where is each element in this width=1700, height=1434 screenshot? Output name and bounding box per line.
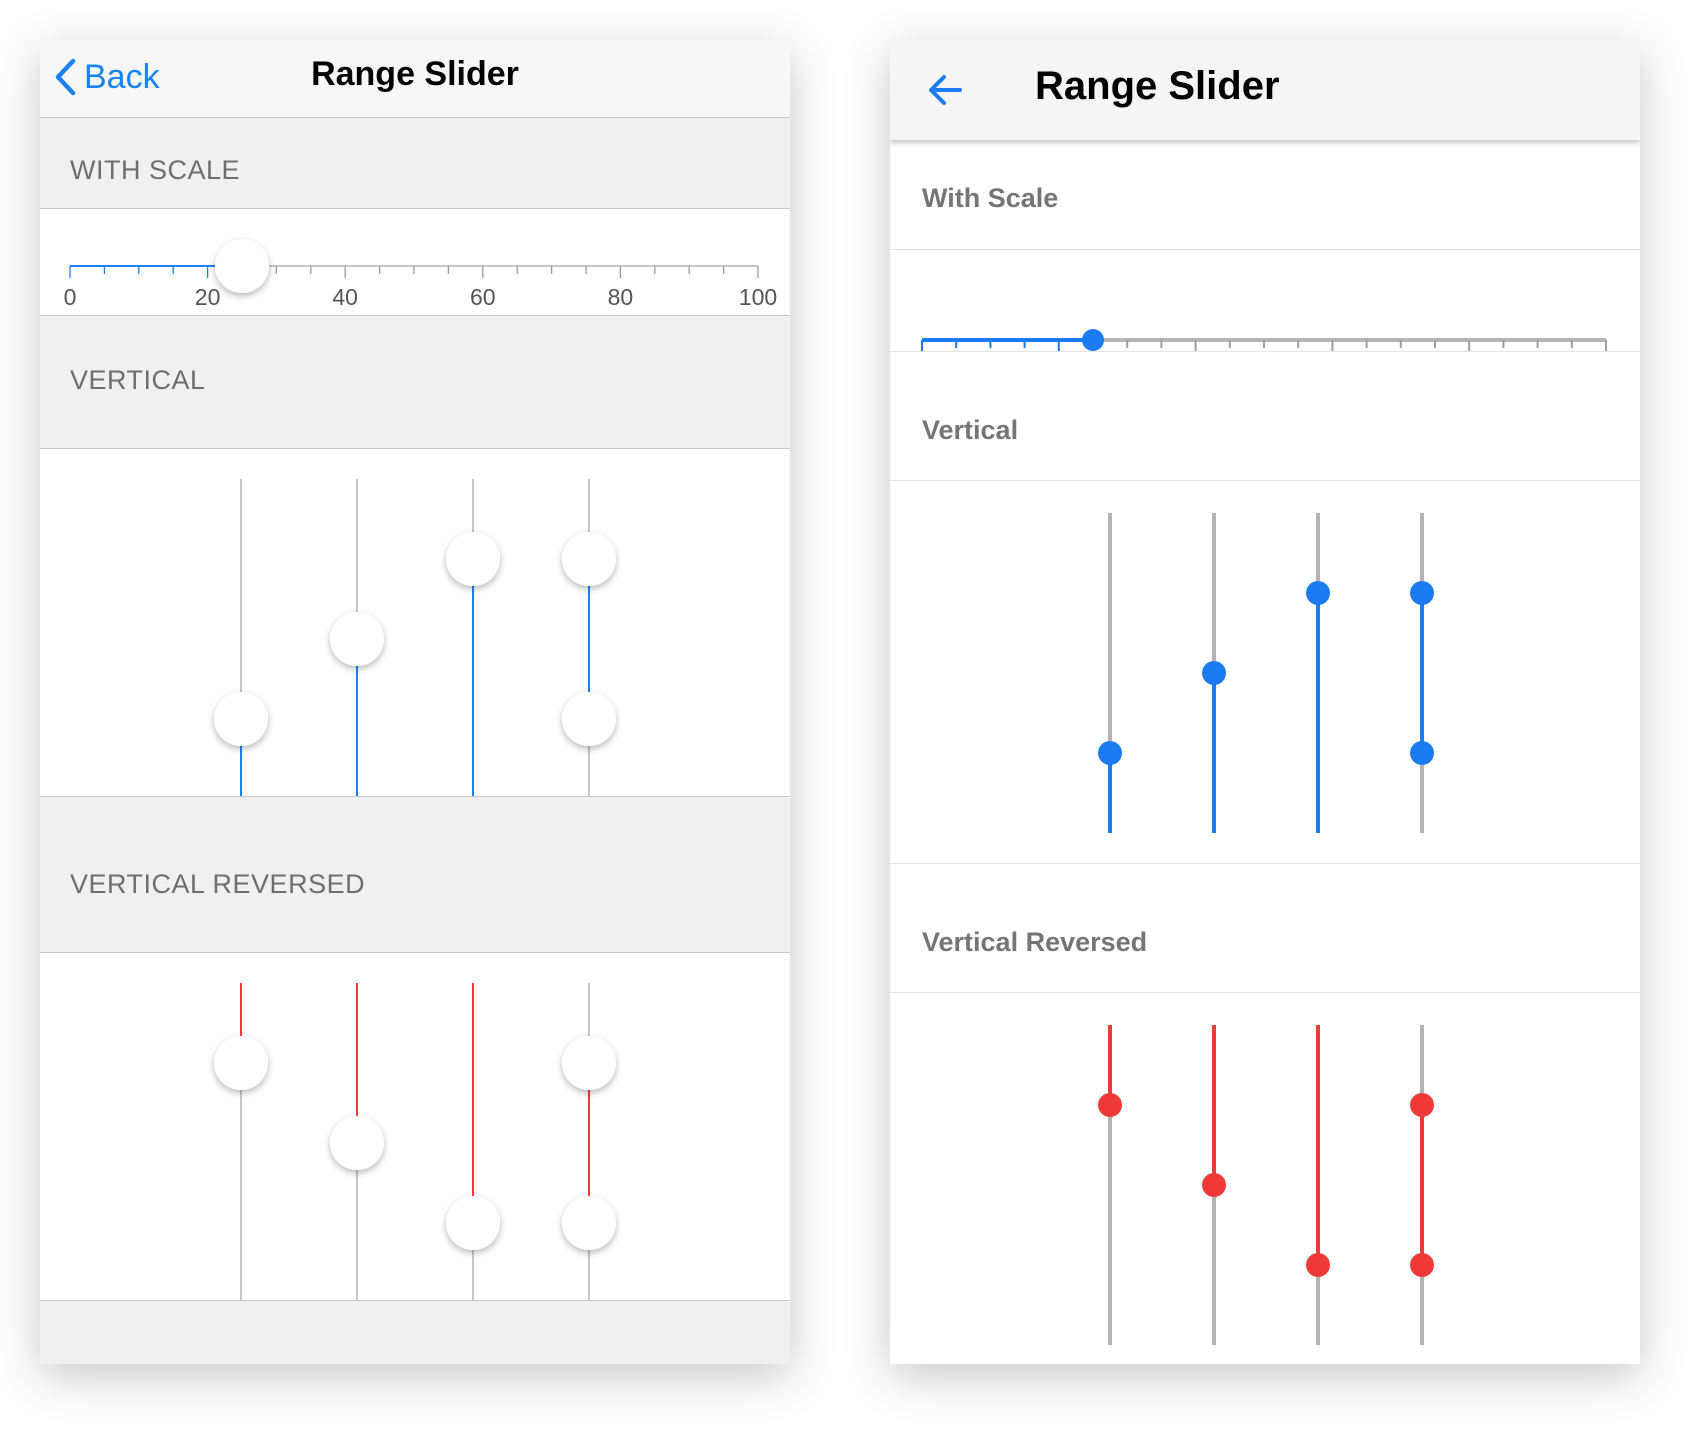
scale-label: 20	[1046, 359, 1072, 360]
android-screen: Range Slider With Scale 0 20 40 60 80 100 Ver…	[890, 40, 1640, 1364]
vertical-slider-knob[interactable]	[1410, 1253, 1434, 1277]
vertical-slider-knob[interactable]	[446, 532, 500, 586]
vertical-slider-knob[interactable]	[214, 1036, 268, 1090]
vertical-slider-knob[interactable]	[330, 612, 384, 666]
back-button[interactable]	[924, 68, 968, 112]
scale-label: 20	[195, 284, 221, 310]
vertical-slider-knob[interactable]	[1410, 581, 1434, 605]
section-header-with-scale: With Scale	[922, 183, 1059, 213]
scale-label: 0	[916, 359, 929, 360]
scale-label: 80	[1456, 359, 1482, 360]
divider	[890, 351, 1640, 352]
scale-label: 60	[1320, 359, 1346, 360]
ios-navigation-bar: Back Range Slider	[40, 40, 790, 118]
vertical-slider-knob[interactable]	[562, 532, 616, 586]
divider	[890, 480, 1640, 481]
vertical-slider-knob[interactable]	[1306, 581, 1330, 605]
page-title: Range Slider	[311, 55, 519, 93]
vertical-slider-knob[interactable]	[330, 1116, 384, 1170]
vertical-reversed-section	[40, 952, 790, 1301]
vertical-slider-knob[interactable]	[1410, 1093, 1434, 1117]
android-app-bar: Range Slider	[890, 40, 1640, 140]
scale-label: 40	[1183, 359, 1209, 360]
slider-knob[interactable]	[1082, 329, 1104, 351]
section-header-vertical-reversed: Vertical Reversed	[922, 927, 1148, 957]
scale-label: 80	[608, 284, 634, 310]
with-scale-section: 0 20 40 60 80 100	[40, 208, 790, 316]
vertical-slider-knob[interactable]	[562, 692, 616, 746]
divider	[890, 249, 1640, 250]
scale-label: 100	[1587, 359, 1625, 360]
vertical-slider-knob[interactable]	[1098, 741, 1122, 765]
vertical-slider-knob[interactable]	[446, 1196, 500, 1250]
back-button[interactable]: Back	[54, 52, 160, 102]
vertical-slider-knob[interactable]	[1098, 1093, 1122, 1117]
vertical-slider-knob[interactable]	[562, 1036, 616, 1090]
scale-label: 0	[64, 284, 77, 310]
vertical-reversed-sliders	[214, 983, 616, 1300]
section-header-vertical: Vertical	[922, 415, 1019, 445]
vertical-section	[40, 448, 790, 797]
vertical-slider-knob[interactable]	[1306, 1253, 1330, 1277]
arrow-left-icon	[929, 75, 962, 105]
ios-screen: Back Range Slider WITH SCALE 0 20 40 60 80 10…	[40, 40, 790, 1364]
scale-slider[interactable]: 0 20 40 60 80 100	[890, 250, 1640, 360]
vertical-slider-knob[interactable]	[1410, 741, 1434, 765]
chevron-left-icon	[55, 58, 76, 96]
back-label: Back	[84, 57, 160, 96]
vertical-slider-knob[interactable]	[1202, 661, 1226, 685]
divider	[890, 992, 1640, 993]
vertical-sliders	[1098, 513, 1434, 833]
scale-label: 40	[332, 284, 358, 310]
vertical-reversed-sliders	[1098, 1025, 1434, 1345]
section-header-with-scale: WITH SCALE	[70, 155, 241, 185]
scale-label: 60	[470, 284, 496, 310]
vertical-slider-knob[interactable]	[562, 1196, 616, 1250]
divider	[890, 863, 1640, 864]
scale-label: 100	[739, 284, 777, 310]
vertical-slider-knob[interactable]	[214, 692, 268, 746]
scale-slider[interactable]: 0 20 40 60 80 100	[40, 209, 790, 315]
vertical-slider-knob[interactable]	[1202, 1173, 1226, 1197]
section-header-vertical-reversed: VERTICAL REVERSED	[70, 869, 366, 899]
slider-knob[interactable]	[215, 239, 269, 293]
page-title: Range Slider	[1035, 64, 1280, 108]
section-header-vertical: VERTICAL	[70, 365, 206, 395]
vertical-sliders	[214, 479, 616, 796]
